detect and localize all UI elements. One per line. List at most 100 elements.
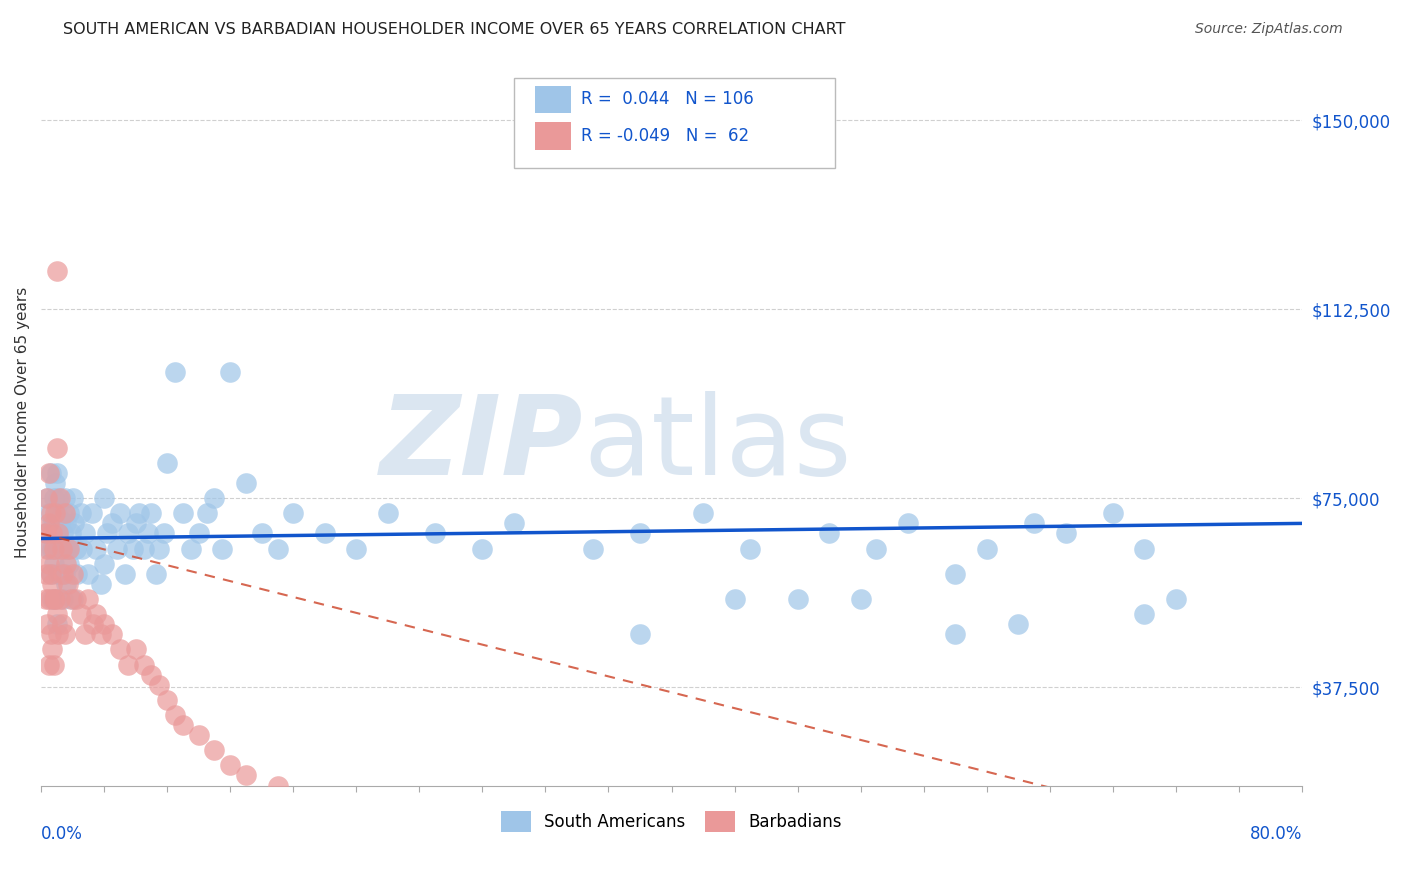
Point (82, 617, 104, 632)
Point (377, 506, 399, 520)
Point (58, 557, 80, 571)
Point (42, 491, 65, 506)
Point (1022, 516, 1045, 531)
Point (1133, 607, 1156, 621)
Point (58, 506, 80, 520)
Bar (536, 86, 571, 113)
Text: SOUTH AMERICAN VS BARBADIAN HOUSEHOLDER INCOME OVER 65 YEARS CORRELATION CHART: SOUTH AMERICAN VS BARBADIAN HOUSEHOLDER … (63, 22, 846, 37)
Point (96, 526, 118, 541)
Point (51, 506, 73, 520)
Point (53, 506, 76, 520)
Point (90, 627, 112, 641)
Point (77, 592, 100, 607)
Point (84, 607, 107, 621)
Point (172, 506, 194, 520)
Point (39, 466, 62, 480)
Point (35, 592, 58, 607)
Text: 0.0%: 0.0% (41, 825, 83, 844)
Point (943, 566, 966, 581)
Point (39, 627, 62, 641)
Point (53, 627, 76, 641)
Point (49, 491, 72, 506)
Point (786, 592, 808, 607)
Point (187, 728, 209, 742)
Point (44, 592, 66, 607)
Point (117, 657, 139, 672)
Point (53, 491, 76, 506)
Point (219, 365, 242, 379)
Point (41, 516, 63, 531)
Point (48, 526, 70, 541)
Point (141, 506, 163, 520)
Point (35, 526, 58, 541)
Point (503, 516, 526, 531)
Point (195, 506, 218, 520)
Point (136, 526, 159, 541)
Point (39, 566, 62, 581)
Point (84, 541, 107, 556)
Point (35, 566, 58, 581)
Point (56, 541, 79, 556)
Point (45, 506, 67, 520)
Point (38, 557, 60, 571)
Point (165, 365, 187, 379)
Point (45, 566, 67, 581)
Point (41, 577, 63, 591)
Point (48, 491, 70, 506)
Point (692, 506, 714, 520)
Point (117, 526, 139, 541)
Point (45, 541, 67, 556)
Point (49, 592, 72, 607)
Point (124, 516, 146, 531)
Bar (536, 122, 571, 150)
Point (38, 592, 60, 607)
Point (45, 264, 67, 278)
Point (66, 566, 89, 581)
Point (148, 541, 170, 556)
Point (90, 577, 112, 591)
Text: ZIP: ZIP (380, 391, 583, 498)
Point (42, 657, 65, 672)
FancyBboxPatch shape (515, 78, 835, 169)
Point (165, 708, 187, 723)
Point (60, 592, 83, 607)
Point (42, 541, 65, 556)
Point (52, 566, 75, 581)
Point (582, 541, 605, 556)
Point (52, 526, 75, 541)
Point (38, 466, 60, 480)
Point (314, 526, 336, 541)
Text: atlas: atlas (583, 391, 852, 498)
Text: 80.0%: 80.0% (1250, 825, 1302, 844)
Point (172, 718, 194, 732)
Point (80, 506, 103, 520)
Point (42, 516, 65, 531)
Text: R = -0.049   N =  62: R = -0.049 N = 62 (581, 127, 749, 145)
Point (49, 566, 72, 581)
Point (849, 592, 872, 607)
Point (44, 506, 66, 520)
Point (235, 476, 257, 491)
Point (42, 592, 65, 607)
Point (723, 592, 745, 607)
Point (235, 768, 257, 782)
Point (37, 541, 59, 556)
Point (132, 657, 155, 672)
Point (70, 541, 93, 556)
Point (56, 577, 79, 591)
Point (266, 779, 288, 793)
Point (38, 541, 60, 556)
Point (156, 693, 179, 707)
Point (48, 627, 70, 641)
Point (156, 456, 179, 470)
Point (148, 678, 170, 692)
Point (44, 526, 66, 541)
Point (344, 541, 367, 556)
Point (93, 617, 115, 632)
Text: R =  0.044   N = 106: R = 0.044 N = 106 (581, 90, 754, 108)
Point (93, 491, 115, 506)
Point (105, 541, 128, 556)
Point (266, 541, 288, 556)
Point (37, 491, 59, 506)
Point (897, 516, 920, 531)
